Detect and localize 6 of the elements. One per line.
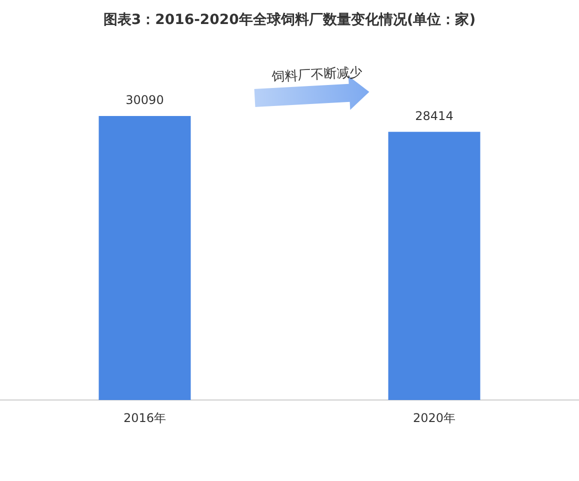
x-tick-label: 2016年 [123, 411, 166, 425]
title: 图表3：2016-2020年全球饲料厂数量变化情况(单位：家) [103, 12, 476, 28]
data-label: 28414 [415, 108, 454, 123]
text: 饲料厂不断减少 [270, 65, 363, 86]
x-tick-label: 2020年 [412, 411, 456, 425]
data-label: 30090 [126, 93, 164, 107]
